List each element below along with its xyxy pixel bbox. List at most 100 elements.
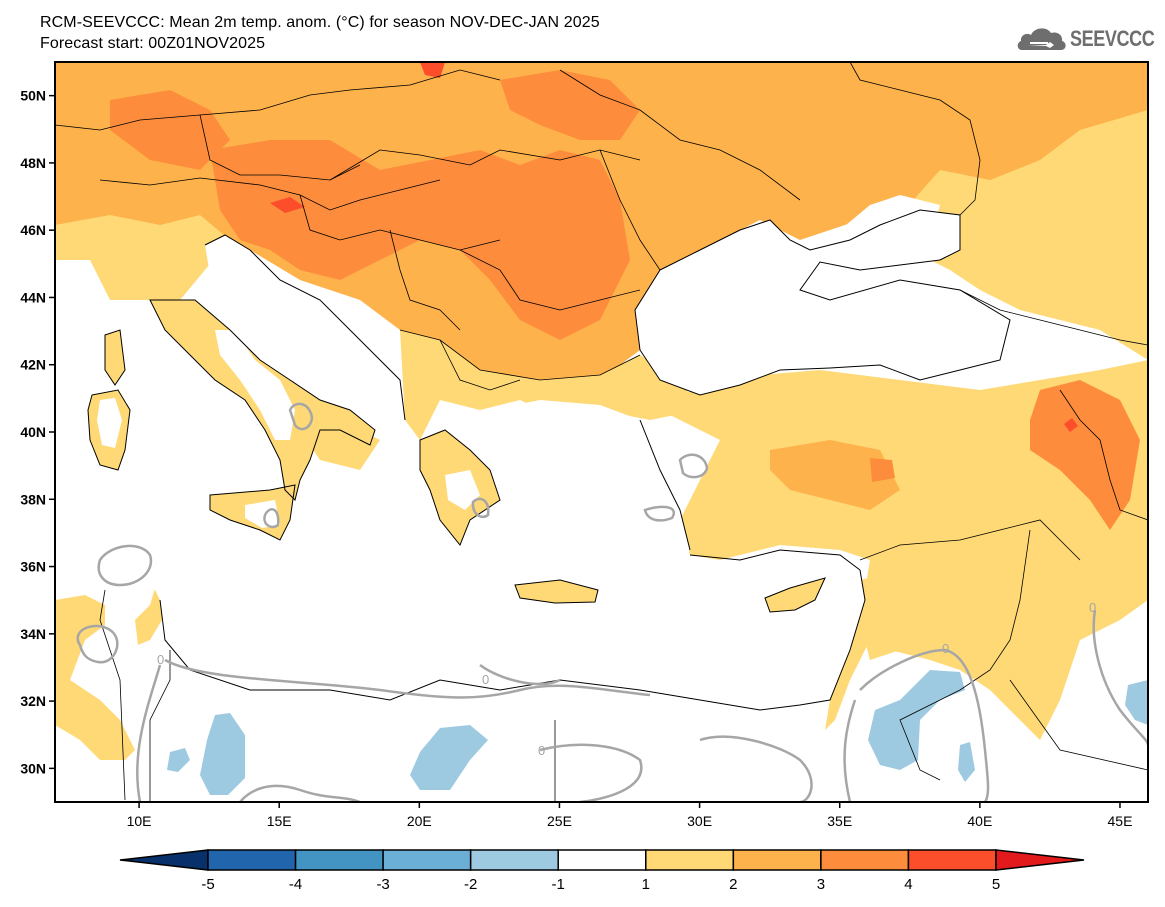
lon-tick-label: 10E xyxy=(127,813,152,829)
aegean-sea xyxy=(470,400,690,570)
zero-contour xyxy=(843,699,857,802)
lat-tick-label: 48N xyxy=(20,155,46,171)
adriatic-sea xyxy=(205,235,405,430)
zero-contour xyxy=(136,664,162,802)
zero-contour xyxy=(1092,609,1148,746)
lat-tick-label: 42N xyxy=(20,357,46,373)
lon-tick-label: 45E xyxy=(1108,813,1133,829)
zero-contour xyxy=(678,453,709,479)
sicily-white-core xyxy=(245,500,280,528)
border-line xyxy=(389,229,461,331)
black-sea-coastline xyxy=(634,209,1011,396)
colorbar-segment xyxy=(557,849,647,871)
lon-tick-label: 20E xyxy=(407,813,432,829)
zero-contour-label: 0 xyxy=(942,641,949,656)
zero-contour xyxy=(288,402,314,431)
lat-tick-label: 36N xyxy=(20,559,46,575)
zero-contour-label: 0 xyxy=(157,652,164,667)
latitude-axis: 50N 48N 46N 44N 42N 40N 38N 36N 34N 32N 30N xyxy=(20,88,55,776)
colorbar-segment xyxy=(294,849,384,871)
zero-contour xyxy=(97,544,153,587)
colorbar-label: 2 xyxy=(729,876,737,893)
border-line xyxy=(329,149,641,181)
lat-tick-label: 38N xyxy=(20,491,46,507)
greece-coastline xyxy=(419,429,501,546)
zero-contour xyxy=(164,658,651,699)
colorbar-segment xyxy=(820,849,910,871)
crete-coastline xyxy=(514,579,599,604)
lat-tick-label: 50N xyxy=(20,88,46,104)
border-line xyxy=(859,519,1081,561)
colorbar-over-arrow xyxy=(995,849,1085,871)
border-line xyxy=(459,249,641,311)
zero-contour xyxy=(479,663,561,686)
chart-title: RCM-SEEVCCC: Mean 2m temp. anom. (°C) fo… xyxy=(40,12,600,54)
colorbar-segment xyxy=(207,849,297,871)
zero-contours xyxy=(76,402,1148,802)
anomaly-region-3to4-poland xyxy=(500,70,640,140)
lat-tick-label: 30N xyxy=(20,760,46,776)
lon-tick-label: 15E xyxy=(267,813,292,829)
zero-contour xyxy=(239,784,361,802)
lon-tick-label: 40E xyxy=(967,813,992,829)
border-line xyxy=(559,69,801,201)
logo-text: SEEVCCC xyxy=(1070,26,1155,51)
border-line xyxy=(199,114,361,181)
country-borders xyxy=(55,62,1148,802)
border-line xyxy=(399,329,641,381)
border-line xyxy=(55,69,501,131)
anomaly-region-1to2-syria-iraq xyxy=(860,560,1060,740)
lon-tick-label: 25E xyxy=(547,813,572,829)
corsica-landmass xyxy=(105,330,125,385)
anomaly-region-4to5-caucasus xyxy=(1064,418,1078,432)
colorbar-segment xyxy=(645,849,735,871)
colorbar-label: 1 xyxy=(642,876,650,893)
anomaly-region-3to4-turkey-center xyxy=(770,440,900,510)
anomaly-region-neg1to2-iraq xyxy=(1125,680,1148,725)
anomaly-region-1to2-levant-coast xyxy=(825,600,880,730)
map-area: 0 0 0 0 0 xyxy=(55,62,1148,802)
border-line xyxy=(599,149,661,271)
lat-tick-label: 44N xyxy=(20,289,46,305)
zero-contour xyxy=(471,497,490,519)
anomaly-region-neg1to2-jordan xyxy=(868,670,965,770)
lat-tick-label: 34N xyxy=(20,626,46,642)
turkey-west-coastline xyxy=(639,419,691,551)
italy-white-core xyxy=(215,330,295,440)
border-line xyxy=(99,589,126,801)
anomaly-region-4to5-poland xyxy=(420,62,445,78)
border-line xyxy=(149,650,171,802)
lon-tick-label: 35E xyxy=(827,813,852,829)
cyprus-landmass xyxy=(765,578,825,612)
border-line xyxy=(939,529,1031,701)
anomaly-region-neg1to2-libya-small xyxy=(167,748,190,772)
zero-contour xyxy=(76,624,119,664)
border-line xyxy=(899,699,941,781)
colorbar-label: -2 xyxy=(464,876,477,893)
anomaly-region-3to4-northwest xyxy=(110,90,230,170)
anomaly-region-1to2-east xyxy=(870,110,1148,360)
sardinia-coastline xyxy=(87,389,131,471)
anomaly-region-3to4-caucasus xyxy=(1030,380,1140,530)
anomaly-region-neg1to2-arabia xyxy=(958,742,975,782)
title-line-1: RCM-SEEVCCC: Mean 2m temp. anom. (°C) fo… xyxy=(40,14,600,31)
cyprus-coastline xyxy=(764,577,826,613)
zero-contour xyxy=(859,648,990,802)
lon-tick-label: 30E xyxy=(687,813,712,829)
longitude-axis: 10E 15E 20E 25E 30E 35E 40E 45E xyxy=(127,802,1133,829)
sicily-coastline xyxy=(209,484,296,541)
crete-landmass xyxy=(515,580,598,603)
colorbar: -5 -4 -3 -2 -1 1 2 3 4 5 xyxy=(119,849,1085,893)
colorbar-label: 4 xyxy=(904,876,912,893)
border-line xyxy=(1059,389,1148,521)
greece-white-core xyxy=(445,470,480,510)
turkey-south-coastline xyxy=(689,549,861,571)
seevccc-logo: SEEVCCC xyxy=(1016,24,1156,56)
zero-contour-label: 0 xyxy=(482,672,489,687)
border-line xyxy=(1009,679,1148,771)
lat-tick-label: 32N xyxy=(20,693,46,709)
black-sea xyxy=(635,210,1010,395)
anomaly-region-3to4-turkey-spot xyxy=(870,458,895,482)
zero-contour xyxy=(699,735,813,802)
colorbar-under-arrow xyxy=(119,849,209,871)
